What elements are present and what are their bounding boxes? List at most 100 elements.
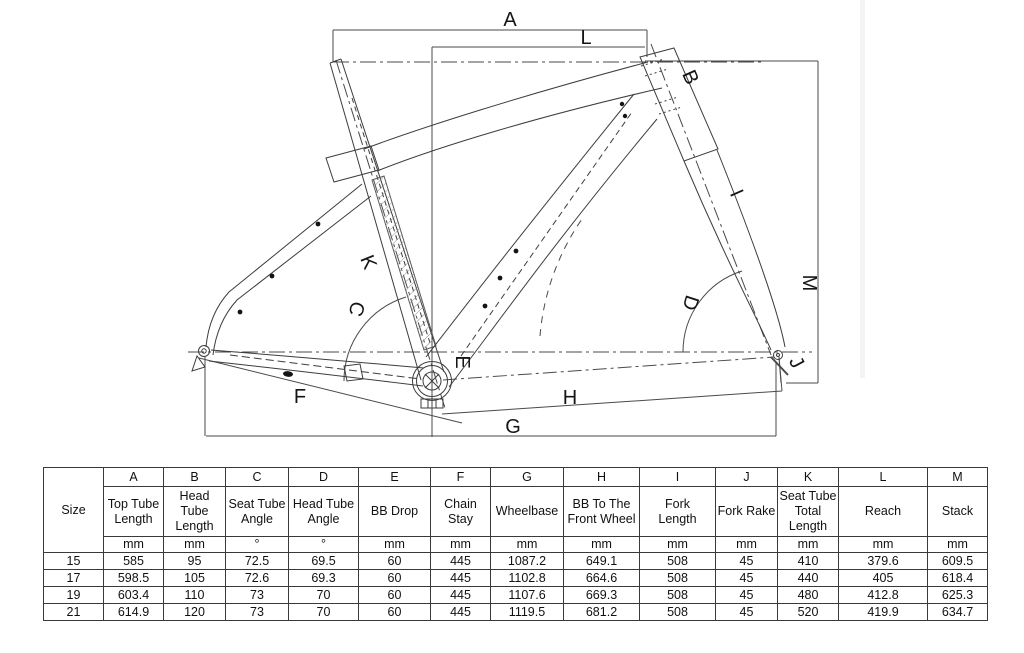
col-unit-J: mm [715, 536, 778, 553]
size-row-15: 15 585 95 72.5 69.5 60 445 1087.2 649.1 508 45 410 3… [43, 552, 1024, 570]
col-name-line: Total Length [788, 504, 828, 533]
col-letter-L: L [838, 467, 928, 487]
cell-F-15: 445 [430, 552, 491, 570]
cell-H-15: 649.1 [563, 552, 640, 570]
cell-A-15: 585 [103, 552, 164, 570]
cell-B-19: 110 [163, 586, 226, 604]
geometry-table: Size A B C D E F G H I J K L M Top Tube Length Head Tube… [43, 467, 1024, 621]
bottom-bracket [412, 361, 452, 409]
col-name-line: Head Tube [292, 496, 355, 511]
col-unit-G: mm [490, 536, 564, 553]
cell-G-19: 1107.6 [490, 586, 564, 604]
cell-G-17: 1102.8 [490, 569, 564, 587]
col-name-line: Stack [941, 504, 974, 518]
cell-I-17: 508 [639, 569, 716, 587]
col-name-line: Fork [665, 496, 690, 511]
col-name-line: Angle [307, 511, 340, 526]
col-letter-H: H [563, 467, 640, 487]
cell-H-19: 669.3 [563, 586, 640, 604]
col-unit-F: mm [430, 536, 491, 553]
seat-tube-hatch [371, 175, 437, 351]
cell-E-21: 60 [358, 603, 431, 621]
col-unit-M: mm [927, 536, 988, 553]
col-name-line: BB Drop [370, 504, 419, 518]
cell-L-17: 405 [838, 569, 928, 587]
col-name-line: Chain Stay [444, 496, 477, 526]
cell-C-21: 73 [225, 603, 289, 621]
col-unit-I: mm [639, 536, 716, 553]
col-name-E: BB Drop [358, 486, 431, 537]
dimension-lines [188, 29, 819, 437]
cell-M-19: 625.3 [927, 586, 988, 604]
size-cell: 21 [43, 603, 104, 621]
dim-label-a: A [503, 9, 517, 31]
col-name-line: Wheelbase [495, 504, 559, 518]
col-name-G: Wheelbase [490, 486, 564, 537]
bolt-details [237, 101, 628, 377]
cell-E-19: 60 [358, 586, 431, 604]
col-name-M: Stack [927, 486, 988, 537]
cell-A-21: 614.9 [103, 603, 164, 621]
col-unit-B: mm [163, 536, 226, 553]
col-unit-D: ° [288, 536, 359, 553]
col-unit-E: mm [358, 536, 431, 553]
col-name-line: Length [175, 519, 214, 533]
col-name-line: Front Wheel [567, 511, 636, 526]
cell-J-19: 45 [715, 586, 778, 604]
head-tube [639, 47, 719, 162]
cell-J-21: 45 [715, 603, 778, 621]
cell-M-21: 634.7 [927, 603, 988, 621]
front-dropout [773, 350, 783, 360]
fork [683, 149, 786, 351]
col-name-B: Head Tube Length [163, 486, 226, 537]
col-letter-J: J [715, 467, 778, 487]
size-row-21: 21 614.9 120 73 70 60 445 1119.5 681.2 508 45 520 41… [43, 603, 1024, 621]
dim-label-l: L [580, 27, 591, 49]
cell-G-21: 1119.5 [490, 603, 564, 621]
col-letter-M: M [927, 467, 988, 487]
cell-F-21: 445 [430, 603, 491, 621]
col-name-line: Top Tube [107, 496, 160, 511]
col-name-H: BB To The Front Wheel [563, 486, 640, 537]
cell-K-21: 520 [777, 603, 839, 621]
cell-F-17: 445 [430, 569, 491, 587]
cell-H-17: 664.6 [563, 569, 640, 587]
cell-C-15: 72.5 [225, 552, 289, 570]
dim-label-f: F [294, 386, 306, 408]
col-letter-B: B [163, 467, 226, 487]
geometry-table-wrap: Size A B C D E F G H I J K L M Top Tube Length Head Tube… [43, 467, 1024, 621]
dim-label-h: H [563, 387, 577, 409]
cell-G-15: 1087.2 [490, 552, 564, 570]
dim-label-k: K [355, 252, 381, 273]
col-name-line: Head Tube [179, 489, 210, 518]
col-unit-A: mm [103, 536, 164, 553]
col-name-L: Reach [838, 486, 928, 537]
col-letter-E: E [358, 467, 431, 487]
col-name-line: Reach [864, 504, 902, 518]
cell-J-17: 45 [715, 569, 778, 587]
size-cell: 15 [43, 552, 104, 570]
cell-C-17: 72.6 [225, 569, 289, 587]
cell-A-19: 603.4 [103, 586, 164, 604]
col-letter-C: C [225, 467, 289, 487]
col-name-line: BB To The [572, 496, 631, 511]
col-name-line: Seat Tube [228, 496, 286, 511]
chainstay-bridge [343, 363, 364, 382]
dim-label-c: C [343, 298, 368, 319]
cell-K-17: 440 [777, 569, 839, 587]
cell-D-19: 70 [288, 586, 359, 604]
seat-stay [205, 183, 372, 356]
size-row-19: 19 603.4 110 73 70 60 445 1107.6 669.3 508 45 480 41… [43, 586, 1024, 604]
col-letter-K: K [777, 467, 839, 487]
cell-B-15: 95 [163, 552, 226, 570]
col-letter-A: A [103, 467, 164, 487]
cell-M-15: 609.5 [927, 552, 988, 570]
col-name-D: Head Tube Angle [288, 486, 359, 537]
rear-dropout [198, 345, 210, 357]
cell-E-15: 60 [358, 552, 431, 570]
col-name-F: Chain Stay [430, 486, 491, 537]
cell-D-15: 69.5 [288, 552, 359, 570]
cell-A-17: 598.5 [103, 569, 164, 587]
dim-label-j: J [784, 353, 808, 372]
col-unit-C: ° [225, 536, 289, 553]
